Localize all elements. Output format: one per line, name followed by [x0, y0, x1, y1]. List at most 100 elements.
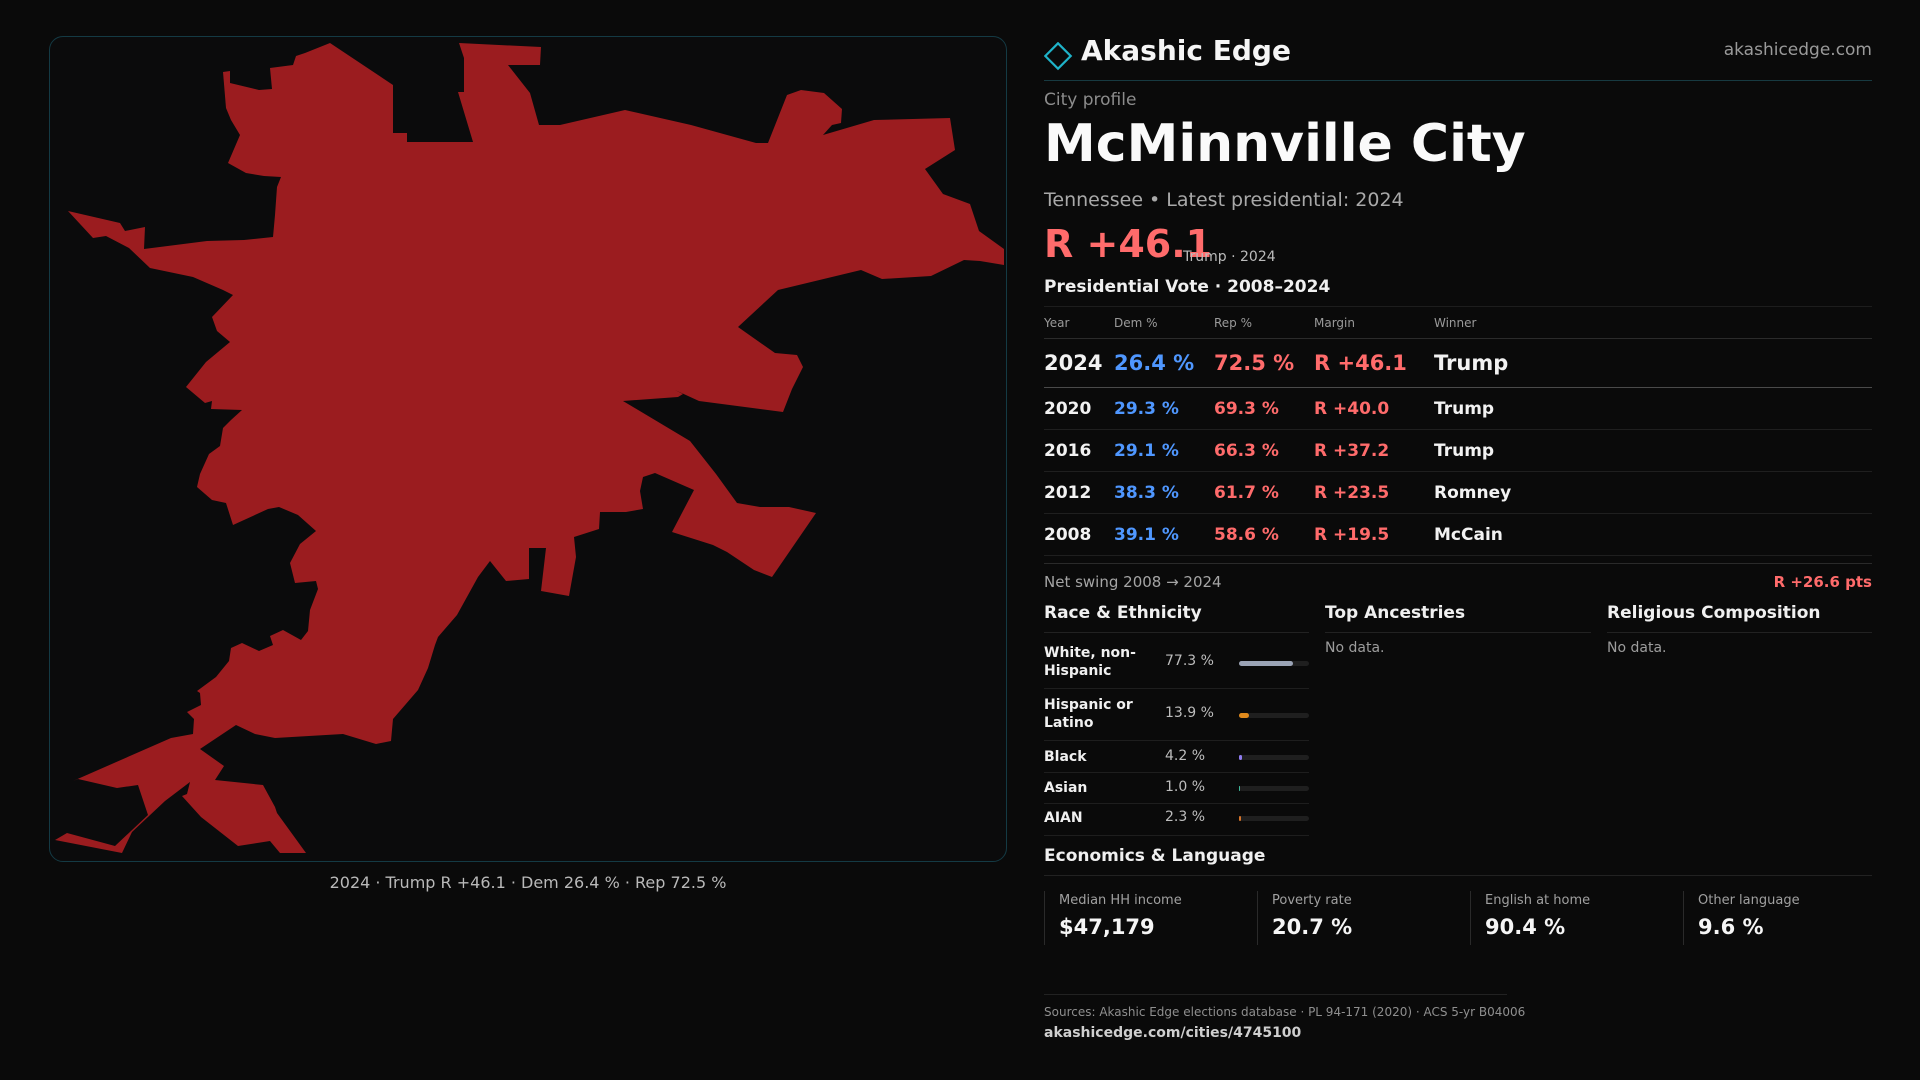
- cell-dem: 29.3 %: [1114, 387, 1214, 430]
- race-row: Asian 1.0 %: [1044, 772, 1309, 804]
- page-subtitle: Tennessee • Latest presidential: 2024: [1044, 189, 1404, 211]
- race-label: AIAN: [1044, 810, 1083, 826]
- cell-margin: R +19.5: [1314, 513, 1434, 556]
- ancestry-empty-text: No data.: [1325, 640, 1385, 656]
- brand-name[interactable]: Akashic Edge: [1081, 34, 1291, 67]
- cell-year: 2012: [1044, 471, 1114, 514]
- econ-label: English at home: [1485, 893, 1591, 908]
- city-boundary-svg: [55, 43, 1004, 853]
- econ-value: 9.6 %: [1698, 915, 1764, 939]
- cell-rep: 72.5 %: [1214, 338, 1314, 388]
- race-divider: [1044, 632, 1309, 633]
- ancestry-divider: [1325, 632, 1591, 633]
- econ-card-other-language: Other language 9.6 %: [1683, 891, 1884, 945]
- religion-section-title: Religious Composition: [1607, 603, 1821, 623]
- econ-label: Other language: [1698, 893, 1800, 908]
- brand-diamond-icon: [1044, 42, 1073, 71]
- race-bar-fill: [1239, 713, 1249, 718]
- cell-margin: R +46.1: [1314, 338, 1434, 388]
- cell-rep: 69.3 %: [1214, 387, 1314, 430]
- column-header-rep: Rep %: [1214, 306, 1314, 339]
- table-header-row: Year Dem % Rep % Margin Winner: [1044, 306, 1872, 339]
- cell-year: 2008: [1044, 513, 1114, 556]
- cell-rep: 58.6 %: [1214, 513, 1314, 556]
- cell-margin: R +40.0: [1314, 387, 1434, 430]
- cell-year: 2024: [1044, 338, 1114, 388]
- race-row: AIAN 2.3 %: [1044, 803, 1309, 836]
- cell-winner: Trump: [1434, 429, 1872, 472]
- race-row: Hispanic or Latino 13.9 %: [1044, 688, 1309, 741]
- econ-value: 90.4 %: [1485, 915, 1566, 939]
- economics-section-title: Economics & Language: [1044, 846, 1266, 866]
- map-caption: 2024 · Trump R +46.1 · Dem 26.4 % · Rep …: [329, 873, 727, 892]
- religion-empty-text: No data.: [1607, 640, 1667, 656]
- footer-divider: [1044, 994, 1507, 995]
- cell-winner: Trump: [1434, 387, 1872, 430]
- cell-dem: 26.4 %: [1114, 338, 1214, 388]
- headline-margin: R +46.1: [1044, 222, 1213, 266]
- ancestry-section-title: Top Ancestries: [1325, 603, 1466, 623]
- city-boundary-map[interactable]: [49, 36, 1007, 862]
- page-title: McMinnville City: [1044, 114, 1526, 174]
- vote-table-title: Presidential Vote · 2008–2024: [1044, 277, 1331, 297]
- cell-winner: Romney: [1434, 471, 1872, 514]
- race-pct: 2.3 %: [1165, 809, 1206, 825]
- race-bar-track: [1239, 786, 1309, 791]
- race-pct: 4.2 %: [1165, 748, 1206, 764]
- race-pct: 77.3 %: [1165, 653, 1214, 669]
- race-label: Asian: [1044, 780, 1088, 796]
- cell-rep: 61.7 %: [1214, 471, 1314, 514]
- net-swing-value: R +26.6 pts: [1773, 573, 1872, 591]
- sources-text: Sources: Akashic Edge elections database…: [1044, 1005, 1526, 1019]
- cell-rep: 66.3 %: [1214, 429, 1314, 472]
- race-label: Black: [1044, 749, 1087, 765]
- cell-dem: 29.1 %: [1114, 429, 1214, 472]
- cell-winner: Trump: [1434, 338, 1872, 388]
- column-header-winner: Winner: [1434, 306, 1872, 339]
- table-row: 2016 29.1 % 66.3 % R +37.2 Trump: [1044, 429, 1872, 472]
- race-bar-fill: [1239, 816, 1241, 821]
- race-row: Black 4.2 %: [1044, 740, 1309, 773]
- econ-card-poverty-rate: Poverty rate 20.7 %: [1257, 891, 1458, 945]
- race-section-title: Race & Ethnicity: [1044, 603, 1202, 623]
- table-row: 2008 39.1 % 58.6 % R +19.5 McCain: [1044, 513, 1872, 556]
- race-row: White, non-Hispanic 77.3 %: [1044, 633, 1309, 689]
- headline-note: Trump · 2024: [1183, 249, 1276, 265]
- cell-dem: 39.1 %: [1114, 513, 1214, 556]
- cell-year: 2016: [1044, 429, 1114, 472]
- table-row: 2024 26.4 % 72.5 % R +46.1 Trump: [1044, 338, 1872, 388]
- city-boundary-shape: [55, 43, 1004, 853]
- race-bar-track: [1239, 816, 1309, 821]
- econ-label: Poverty rate: [1272, 893, 1352, 908]
- econ-value: 20.7 %: [1272, 915, 1353, 939]
- econ-card-english-at-home: English at home 90.4 %: [1470, 891, 1671, 945]
- cell-margin: R +37.2: [1314, 429, 1434, 472]
- cell-dem: 38.3 %: [1114, 471, 1214, 514]
- page-kicker: City profile: [1044, 90, 1137, 110]
- brand-url-link[interactable]: akashicedge.com: [1723, 40, 1872, 60]
- race-bar-fill: [1239, 786, 1241, 791]
- race-pct: 13.9 %: [1165, 705, 1214, 721]
- column-header-year: Year: [1044, 306, 1114, 339]
- race-label: Hispanic or Latino: [1044, 697, 1133, 731]
- econ-label: Median HH income: [1059, 893, 1182, 908]
- swing-divider: [1044, 563, 1872, 564]
- table-row: 2020 29.3 % 69.3 % R +40.0 Trump: [1044, 387, 1872, 430]
- cell-year: 2020: [1044, 387, 1114, 430]
- race-bar-fill: [1239, 755, 1242, 760]
- presidential-vote-table: Year Dem % Rep % Margin Winner 2024 26.4…: [1044, 306, 1872, 556]
- econ-card-median-income: Median HH income $47,179: [1044, 891, 1245, 945]
- race-bar-fill: [1239, 661, 1294, 666]
- brand-header: Akashic Edge akashicedge.com: [1044, 30, 1872, 81]
- race-bar-track: [1239, 755, 1309, 760]
- source-url-link[interactable]: akashicedge.com/cities/4745100: [1044, 1025, 1302, 1041]
- race-label: White, non-Hispanic: [1044, 645, 1136, 679]
- cell-margin: R +23.5: [1314, 471, 1434, 514]
- race-pct: 1.0 %: [1165, 779, 1206, 795]
- econ-value: $47,179: [1059, 915, 1155, 939]
- race-bar-track: [1239, 661, 1309, 666]
- religion-divider: [1607, 632, 1872, 633]
- cell-winner: McCain: [1434, 513, 1872, 556]
- column-header-margin: Margin: [1314, 306, 1434, 339]
- economics-divider: [1044, 875, 1872, 876]
